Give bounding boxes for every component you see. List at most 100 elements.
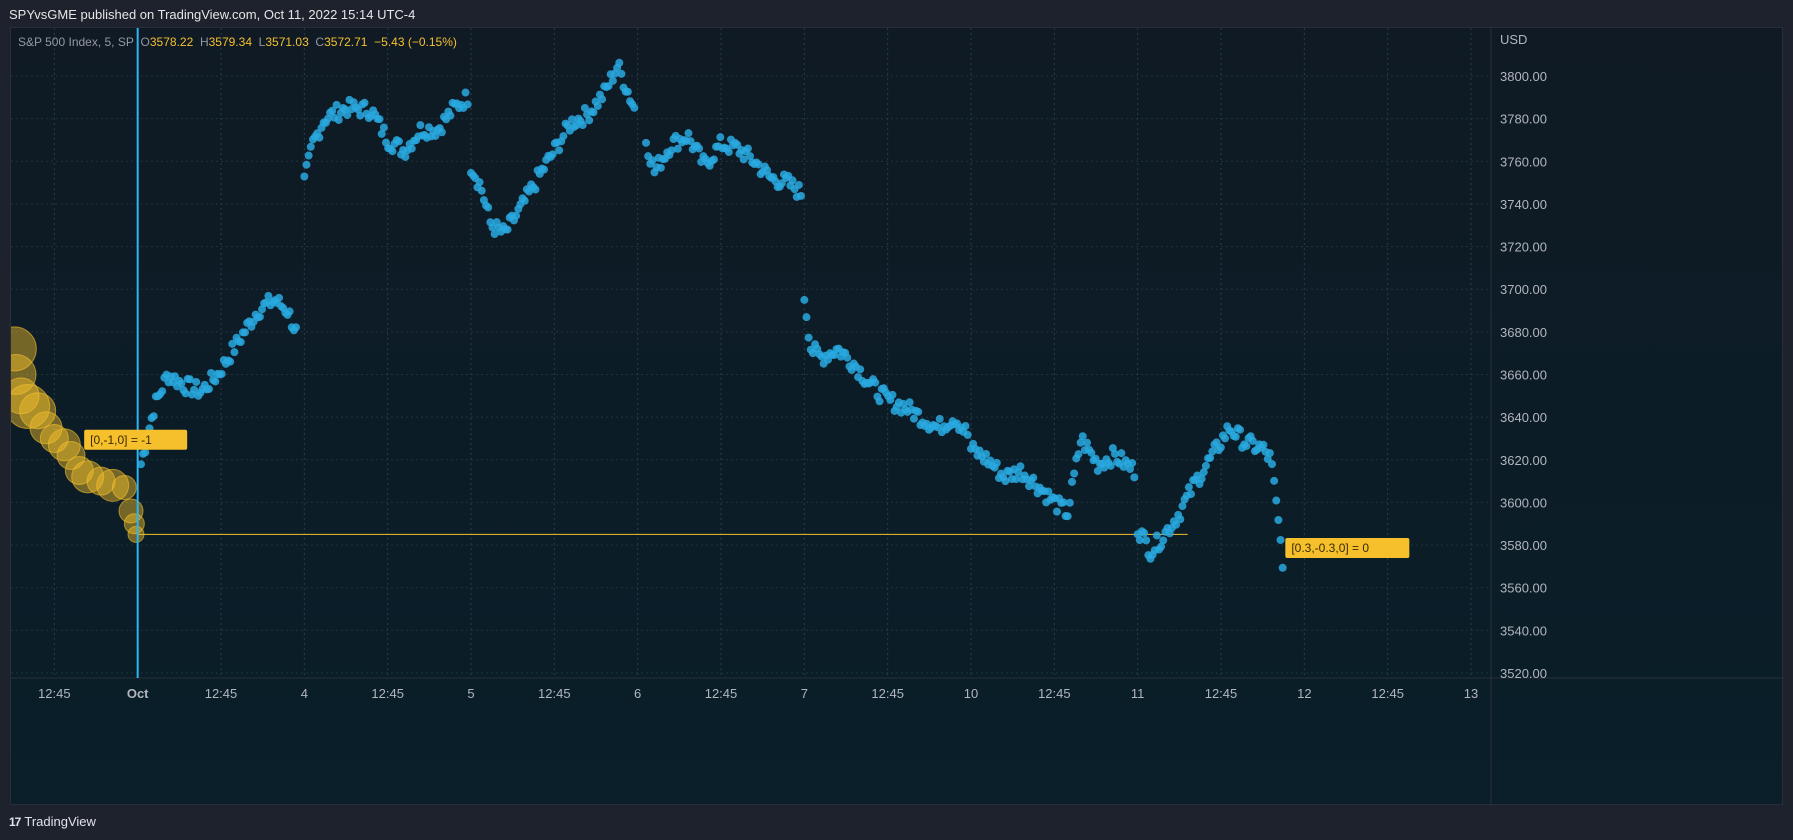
scatter-point [1070,469,1079,478]
annotation-box [1285,537,1410,558]
annotation-layer: [0,-1,0] = -1 [0.3,-0.3,0] = 0 [84,429,1410,558]
symbol-legend: S&P 500 Index, 5, SP O3578.22 H3579.34 L… [18,35,457,49]
x-tick-label: 5 [467,686,474,701]
scatter-point [332,100,341,109]
scatter-point [568,115,577,124]
scatter-point [230,348,239,357]
y-tick-label: 3540.00 [1500,623,1547,638]
x-tick-label: 6 [634,686,641,701]
scatter-point [1044,487,1053,496]
scatter-point [871,378,880,387]
scatter-point [1206,453,1215,462]
scatter-point [1197,474,1206,483]
scatter-point [1186,490,1195,499]
scatter-point [190,385,199,394]
chart-panel[interactable]: [0,-1,0] = -1 [0.3,-0.3,0] = 0 3520.00 354… [10,27,1784,806]
scatter-point [477,186,486,195]
high-value: 3579.34 [208,35,252,49]
scatter-point [503,225,512,234]
scatter-point [207,368,216,377]
scatter-point [375,115,384,124]
scatter-point [531,185,540,194]
bubble-point [123,513,145,535]
y-tick-label: 3640.00 [1500,410,1547,425]
x-tick-label: 12:45 [1371,686,1404,701]
y-tick-label: 3580.00 [1500,538,1547,553]
scatter-point [843,353,852,362]
annotation-box [84,429,188,450]
scatter-point [1276,535,1285,544]
scatter-point [388,147,397,156]
scatter-point [1076,438,1085,447]
scatter-point [315,133,324,142]
scatter-point [580,103,589,112]
scatter-point [656,163,665,172]
scatter-point [743,144,752,153]
scatter-point [1201,461,1210,470]
scatter-point [578,121,587,130]
price-axis: 3520.00 3540.00 3560.00 3580.00 3600.00 3620.… [1500,32,1547,681]
x-tick-label: 12:45 [205,686,238,701]
scatter-point [963,430,972,439]
scatter-point [667,146,676,155]
chart-grid [11,28,1784,806]
scatter-point [589,108,598,117]
scatter-point [1130,473,1139,482]
scatter-point [794,180,803,189]
x-tick-label: 12:45 [38,686,71,701]
scatter-point [461,88,470,97]
scatter-point [797,191,805,200]
scatter-point [185,375,194,384]
scatter-point [1001,477,1010,486]
scatter-point [1140,528,1149,537]
scatter-series [137,58,1287,572]
scatter-point [437,128,446,137]
scatter-point [1142,536,1151,545]
scatter-point [875,397,884,406]
bubble-point [19,392,57,430]
scatter-point [323,114,332,123]
scatter-point [1016,462,1025,471]
scatter-chart[interactable]: [0,-1,0] = -1 [0.3,-0.3,0] = 0 3520.00 354… [11,28,1784,806]
y-tick-label: 3560.00 [1500,581,1547,596]
scatter-point [975,446,984,455]
scatter-point [598,95,607,104]
footer-branding[interactable]: 17 TradingView [9,814,96,829]
time-axis: 12:45 Oct 12:45 4 12:45 5 12:45 6 12:45 7 12:45 10 1… [38,686,1478,701]
scatter-point [1135,536,1144,545]
low-label: L [258,35,266,49]
scatter-point [1248,436,1257,445]
scatter-point [709,155,718,164]
scatter-point [1083,438,1092,447]
scatter-point [228,339,237,348]
scatter-point [716,133,725,142]
scatter-point [226,357,235,366]
scatter-point [1063,512,1072,521]
scatter-point [642,138,650,147]
scatter-point [1157,542,1166,551]
scatter-point [615,58,624,67]
scatter-point [463,100,472,109]
annotation-tag: [0,-1,0] = -1 [84,429,188,450]
scatter-point [804,333,813,342]
y-tick-label: 3760.00 [1500,154,1547,169]
scatter-point [1259,440,1268,449]
scatter-point [548,150,557,159]
scatter-point [914,407,923,416]
scatter-point [484,203,493,212]
scatter-point [623,87,632,96]
y-tick-label: 3780.00 [1500,112,1547,127]
scatter-point [1278,563,1287,572]
scatter-point [1059,498,1068,507]
scatter-point [158,387,167,396]
scatter-point [360,98,369,107]
scatter-point [1029,473,1038,482]
y-tick-label: 3700.00 [1500,282,1547,297]
scatter-point [1208,447,1217,456]
scatter-point [488,223,497,232]
scatter-point [1159,536,1168,545]
x-tick-label: 12:45 [1205,686,1238,701]
x-tick-label: 12:45 [538,686,571,701]
scatter-point [137,460,145,469]
scatter-point [285,307,294,316]
